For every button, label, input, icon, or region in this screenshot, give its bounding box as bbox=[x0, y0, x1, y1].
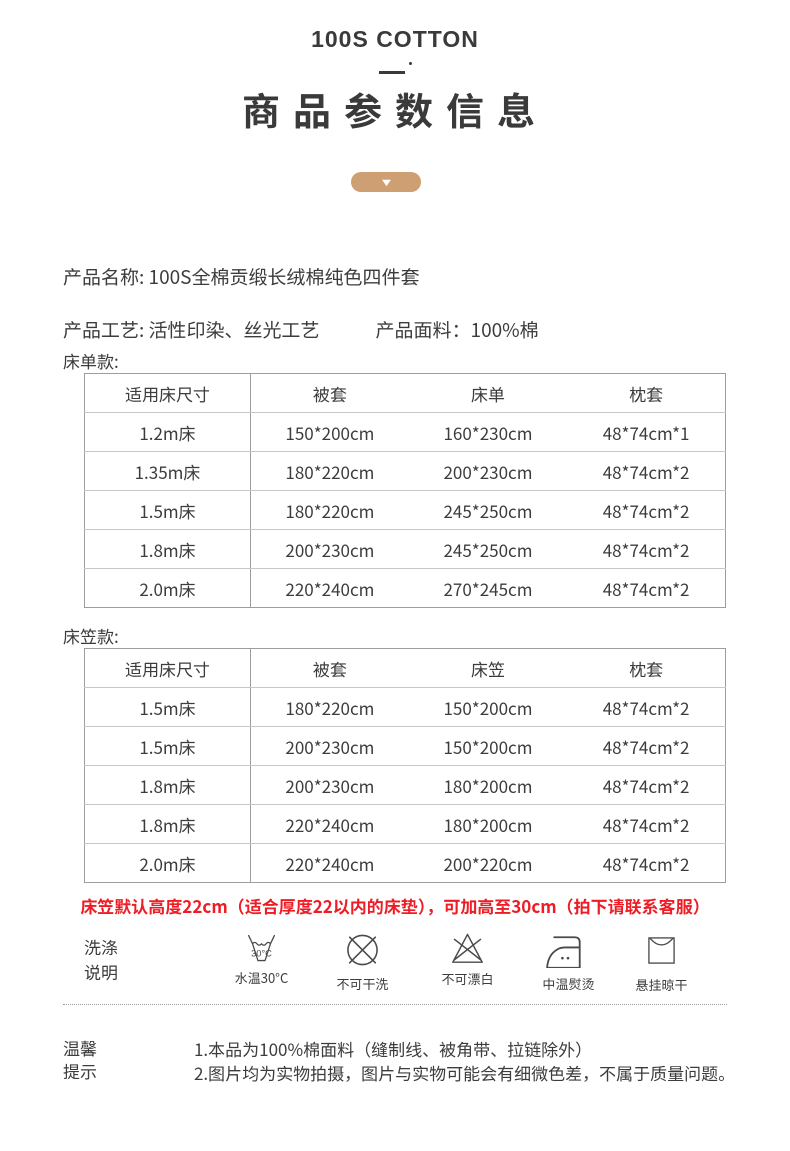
svg-text:30°C: 30°C bbox=[251, 948, 272, 958]
